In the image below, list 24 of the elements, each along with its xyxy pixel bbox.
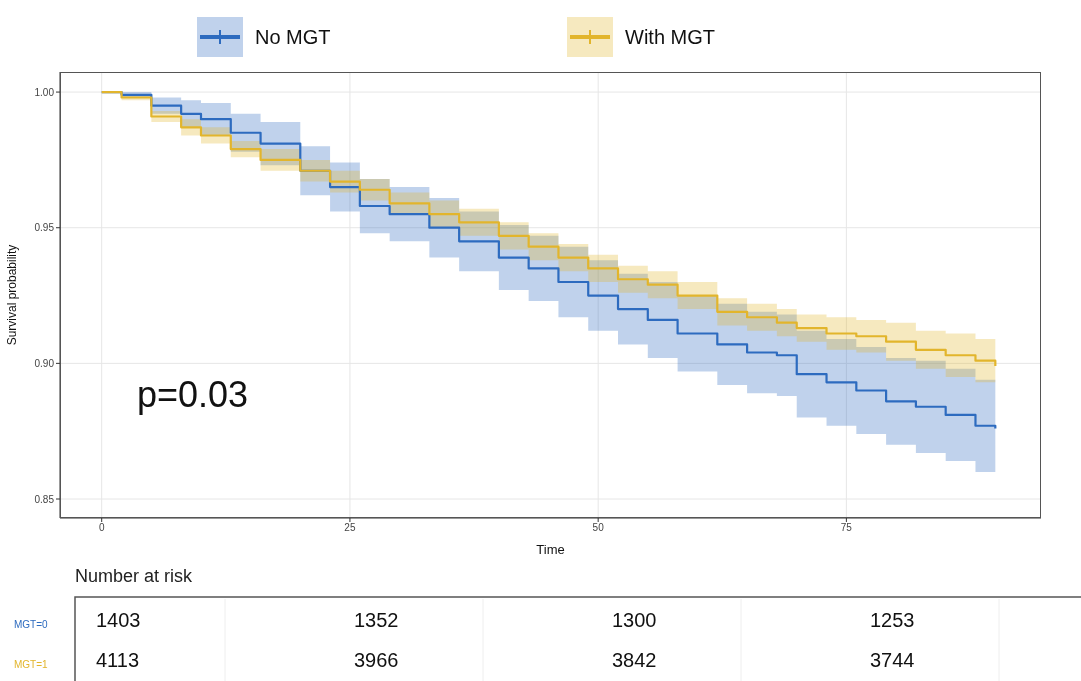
x-tick-label: 50 bbox=[592, 522, 605, 534]
data-label: 3842 bbox=[612, 649, 657, 671]
data-label: 4113 bbox=[96, 649, 140, 671]
y-axis-title: Survival probability bbox=[5, 244, 20, 346]
y-tick-label: MGT=1 bbox=[14, 659, 49, 670]
data-label: 1253 bbox=[870, 609, 915, 631]
annotation: p=0.03 bbox=[137, 374, 249, 416]
data-label: 3966 bbox=[354, 649, 399, 671]
data-label: 3744 bbox=[870, 649, 915, 671]
x-axis-title: Time bbox=[536, 542, 565, 557]
legend-label: With MGT bbox=[625, 25, 715, 49]
chart-title: Number at risk bbox=[75, 566, 194, 586]
y-tick-label: 0.85 bbox=[34, 493, 55, 505]
x-tick-label: 25 bbox=[344, 522, 356, 534]
data-label: 1300 bbox=[612, 609, 657, 631]
x-tick-label: 0 bbox=[98, 522, 105, 534]
y-tick-label: 0.90 bbox=[34, 357, 55, 369]
y-tick-label: 1.00 bbox=[34, 86, 55, 98]
y-tick-label: MGT=0 bbox=[14, 619, 49, 630]
y-tick-label: 0.95 bbox=[34, 222, 55, 234]
data-label: 1403 bbox=[96, 609, 141, 631]
legend-label: No MGT bbox=[255, 25, 331, 49]
x-tick-label: 75 bbox=[840, 522, 853, 534]
data-label: 1352 bbox=[354, 609, 399, 631]
